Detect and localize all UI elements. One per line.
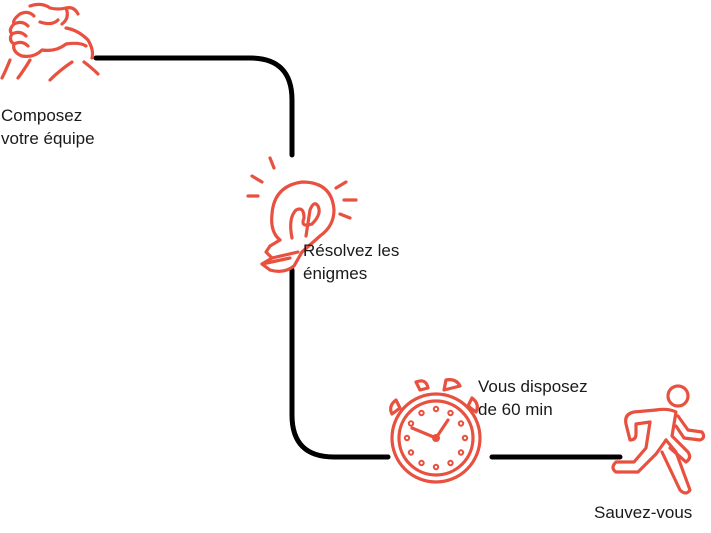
step-label-line: Sauvez-vous xyxy=(594,503,693,522)
step-label-line: votre équipe xyxy=(1,129,95,148)
step-label-60-minutes: Vous disposez de 60 min xyxy=(478,375,588,421)
step-label-compose-team: Composez votre équipe xyxy=(1,104,95,150)
handshake-icon xyxy=(0,2,100,82)
connector-segment-1 xyxy=(93,55,295,158)
step-label-solve-puzzles: Résolvez les énigmes xyxy=(303,239,399,285)
step-label-line: de 60 min xyxy=(478,400,553,419)
step-label-line: Composez xyxy=(1,106,83,125)
running-person-icon xyxy=(611,384,706,495)
stopwatch-icon xyxy=(389,378,482,484)
step-label-line: Résolvez les xyxy=(303,241,400,260)
step-label-line: énigmes xyxy=(303,264,368,283)
step-label-escape: Sauvez-vous xyxy=(594,501,692,524)
lightbulb-icon xyxy=(246,156,358,273)
step-label-line: Vous disposez xyxy=(478,377,588,396)
connector-segment-2 xyxy=(289,267,391,460)
